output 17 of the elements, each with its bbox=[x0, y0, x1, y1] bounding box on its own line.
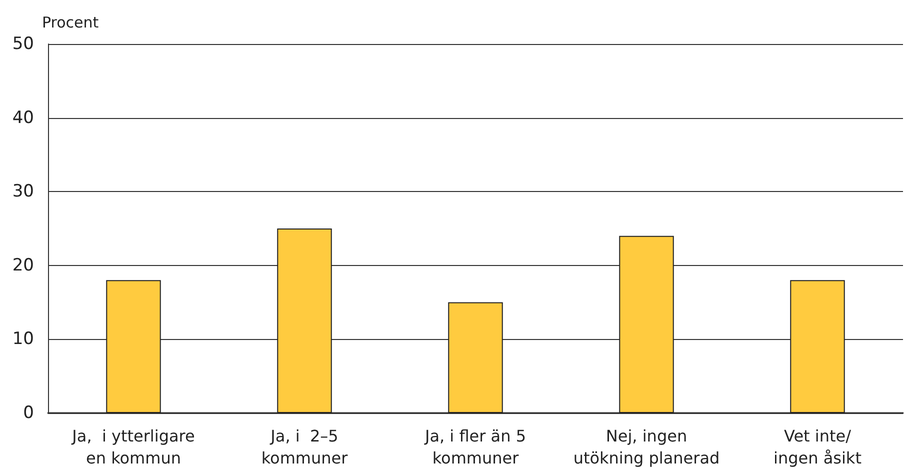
y-axis-title: Procent bbox=[42, 14, 99, 32]
bar bbox=[790, 280, 845, 413]
x-tick-label: Ja, i ytterligare en kommun bbox=[71, 426, 195, 468]
y-tick-label: 10 bbox=[12, 329, 34, 350]
bar bbox=[106, 280, 161, 413]
x-tick-label: Ja, i 2–5 kommuner bbox=[261, 426, 348, 468]
bar bbox=[277, 228, 332, 413]
x-tick-label: Ja, i fler än 5 kommuner bbox=[424, 426, 526, 468]
bar bbox=[448, 302, 503, 413]
y-tick-label: 50 bbox=[12, 34, 34, 54]
y-tick-label: 40 bbox=[12, 108, 34, 128]
y-tick-label: 0 bbox=[23, 403, 34, 423]
x-tick-label: Vet inte/ ingen åsikt bbox=[774, 426, 862, 468]
y-tick-label: 20 bbox=[12, 255, 34, 276]
y-tick-label: 30 bbox=[12, 182, 34, 202]
bar bbox=[619, 236, 674, 413]
x-tick-label: Nej, ingen utökning planerad bbox=[573, 426, 720, 468]
